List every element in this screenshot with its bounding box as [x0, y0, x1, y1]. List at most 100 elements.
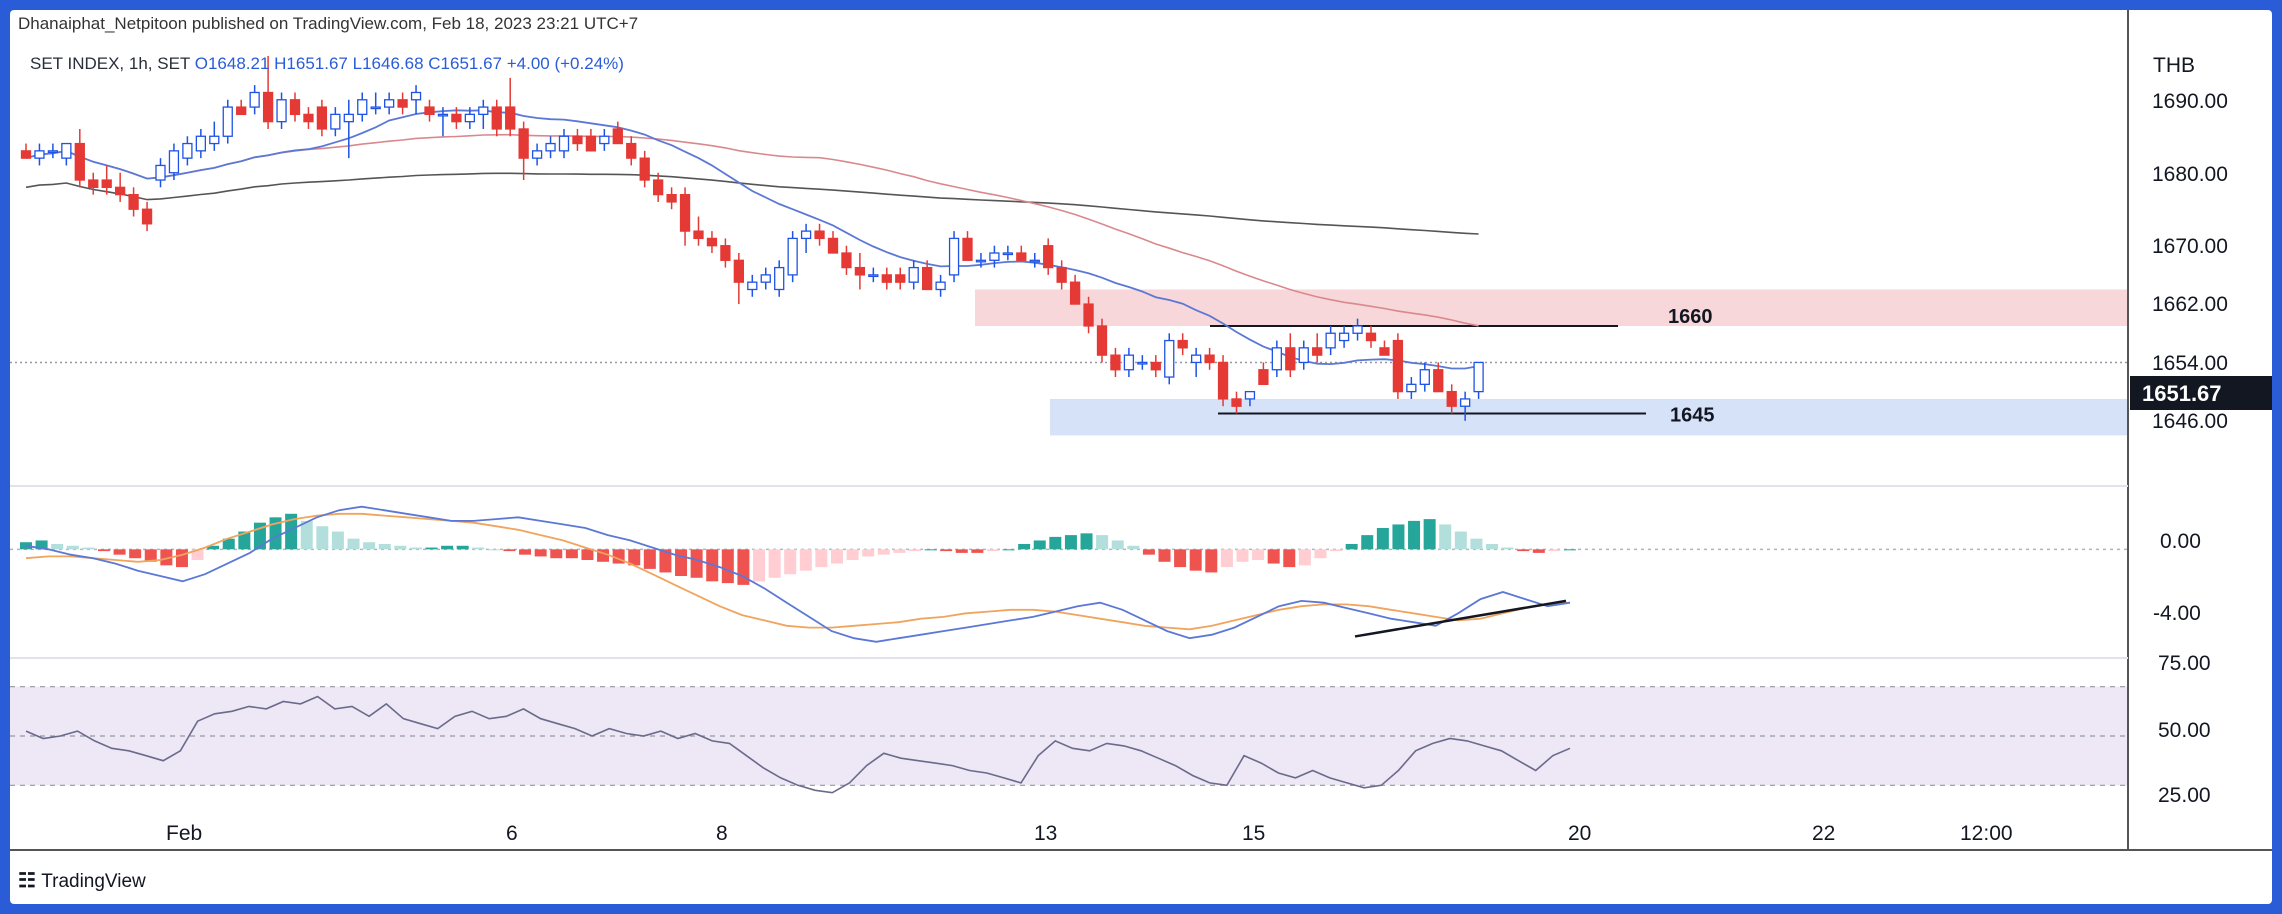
candle[interactable]: [1406, 377, 1417, 399]
candle[interactable]: [451, 107, 462, 129]
candle[interactable]: [424, 99, 435, 122]
candle[interactable]: [1083, 296, 1094, 334]
candle[interactable]: [787, 231, 798, 283]
candle[interactable]: [34, 143, 45, 166]
candle[interactable]: [478, 99, 489, 129]
candle[interactable]: [989, 245, 1000, 268]
candle[interactable]: [1217, 355, 1229, 407]
candle[interactable]: [1016, 245, 1027, 261]
candle[interactable]: [276, 92, 287, 129]
candle[interactable]: [1043, 238, 1054, 275]
candle[interactable]: [895, 267, 906, 290]
candle[interactable]: [922, 260, 933, 291]
candle[interactable]: [1244, 390, 1256, 407]
candle[interactable]: [1433, 362, 1444, 393]
candle[interactable]: [585, 128, 597, 152]
candle[interactable]: [639, 150, 650, 188]
candles-layer[interactable]: [20, 56, 1484, 421]
candle[interactable]: [47, 143, 59, 159]
candle[interactable]: [854, 253, 866, 290]
candle[interactable]: [1231, 391, 1242, 414]
candle[interactable]: [316, 99, 328, 137]
candle[interactable]: [101, 165, 112, 195]
candle[interactable]: [1123, 347, 1135, 378]
candle[interactable]: [626, 136, 637, 166]
candle[interactable]: [20, 143, 32, 159]
candle[interactable]: [720, 238, 731, 268]
candle[interactable]: [128, 187, 139, 217]
candle[interactable]: [1258, 362, 1269, 385]
candle[interactable]: [1150, 355, 1161, 378]
candle[interactable]: [209, 121, 220, 151]
candle[interactable]: [410, 85, 422, 115]
candle[interactable]: [491, 99, 502, 137]
candle[interactable]: [1460, 391, 1471, 421]
candle[interactable]: [1271, 340, 1282, 378]
candle[interactable]: [262, 56, 274, 129]
candle[interactable]: [1298, 340, 1309, 370]
candle[interactable]: [1177, 333, 1188, 356]
candle[interactable]: [558, 128, 570, 159]
candle[interactable]: [679, 187, 691, 246]
candle[interactable]: [88, 172, 99, 195]
candle[interactable]: [1069, 274, 1081, 305]
candle[interactable]: [841, 245, 852, 275]
candle[interactable]: [343, 99, 354, 159]
candle[interactable]: [693, 216, 704, 246]
candle[interactable]: [1204, 347, 1215, 370]
candle[interactable]: [518, 121, 529, 181]
candle[interactable]: [814, 223, 825, 246]
candle[interactable]: [74, 128, 85, 188]
candle[interactable]: [357, 92, 368, 122]
candle[interactable]: [1056, 260, 1067, 290]
candle[interactable]: [1419, 362, 1430, 392]
candle[interactable]: [1365, 325, 1377, 348]
candle[interactable]: [195, 128, 207, 159]
candle[interactable]: [370, 92, 381, 115]
candle[interactable]: [612, 121, 623, 145]
candle[interactable]: [531, 143, 543, 166]
candle[interactable]: [774, 260, 785, 297]
candle[interactable]: [962, 231, 973, 261]
candle[interactable]: [800, 223, 812, 253]
candle[interactable]: [289, 92, 301, 122]
candle[interactable]: [706, 231, 718, 253]
candle[interactable]: [303, 107, 314, 129]
candle[interactable]: [1325, 325, 1336, 356]
candle[interactable]: [747, 274, 758, 297]
candle[interactable]: [1312, 333, 1323, 363]
candle[interactable]: [61, 142, 72, 166]
candle[interactable]: [464, 107, 476, 129]
candle[interactable]: [1002, 245, 1013, 261]
candle[interactable]: [1029, 253, 1040, 268]
candle[interactable]: [168, 143, 180, 181]
tradingview-logo[interactable]: ☷ TradingView: [18, 868, 146, 893]
candle[interactable]: [182, 136, 193, 166]
candle[interactable]: [1338, 325, 1350, 348]
candle[interactable]: [249, 85, 260, 115]
candle[interactable]: [397, 92, 408, 115]
candle[interactable]: [222, 99, 233, 144]
candle[interactable]: [572, 128, 583, 151]
candle[interactable]: [827, 231, 839, 254]
candle[interactable]: [1352, 318, 1363, 341]
candle[interactable]: [236, 99, 247, 116]
candle[interactable]: [1137, 355, 1148, 370]
candle[interactable]: [1285, 333, 1296, 378]
candle[interactable]: [1164, 333, 1175, 385]
candle[interactable]: [881, 267, 892, 290]
candle[interactable]: [1379, 340, 1390, 356]
candle[interactable]: [1110, 347, 1121, 378]
candle[interactable]: [1191, 347, 1202, 378]
candle[interactable]: [437, 107, 449, 137]
candle[interactable]: [141, 201, 153, 232]
candle[interactable]: [908, 260, 919, 290]
candle[interactable]: [1446, 384, 1457, 414]
candle[interactable]: [948, 231, 960, 283]
candle[interactable]: [155, 158, 166, 188]
candle[interactable]: [935, 274, 946, 297]
candle[interactable]: [115, 172, 126, 202]
candle[interactable]: [1392, 333, 1404, 399]
candle[interactable]: [330, 107, 341, 137]
candle[interactable]: [545, 136, 556, 159]
